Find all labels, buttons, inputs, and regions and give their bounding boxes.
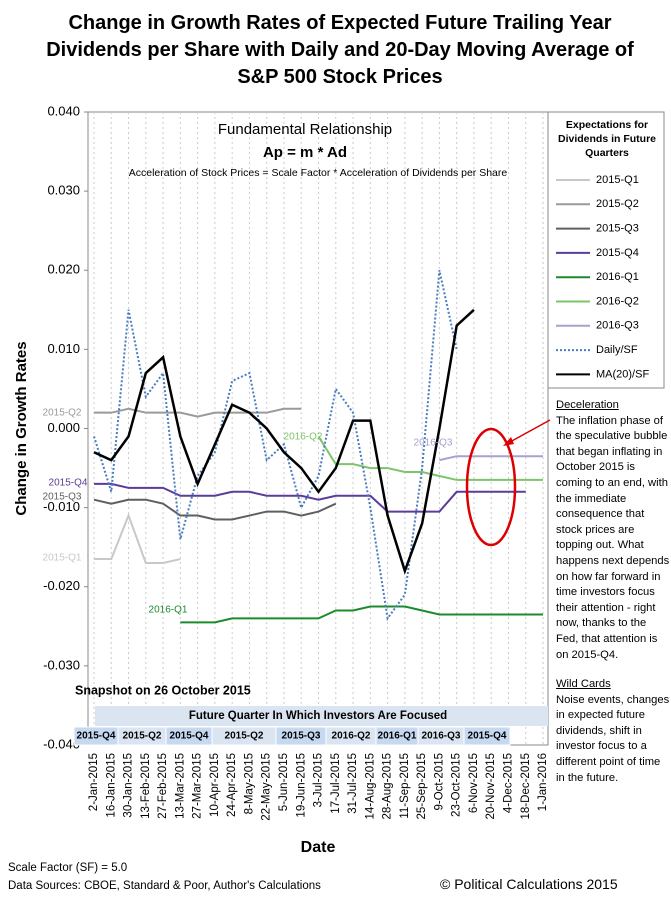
legend-label: 2015-Q4 — [596, 247, 639, 259]
series-inline-label: 2015-Q3 — [43, 492, 82, 503]
focus-title: Future Quarter In Which Investors Are Fo… — [189, 710, 447, 722]
sources: Data Sources: CBOE, Standard & Poor, Aut… — [8, 880, 321, 892]
y-tick-label: -0.030 — [43, 657, 80, 672]
box-text: Acceleration of Stock Prices = Scale Fac… — [129, 167, 508, 179]
x-tick-label: 5-Jun-2015 — [278, 753, 290, 811]
x-tick-label: 8-May-2015 — [243, 753, 255, 814]
series-inline-label: 2016-Q2 — [284, 432, 323, 443]
focus-quarter: 2015-Q4 — [468, 731, 507, 742]
x-tick-label: 24-Apr-2015 — [226, 753, 238, 817]
note: Deceleration The inflation phase of the s… — [556, 398, 670, 663]
focus-band — [95, 706, 548, 726]
note: Wild Cards Noise events, changes in expec… — [556, 677, 670, 786]
series-line — [94, 512, 181, 565]
x-tick-label: 13-Mar-2015 — [174, 753, 186, 819]
x-tick-label: 28-Aug-2015 — [382, 753, 394, 820]
x-tick-label: 30-Jan-2015 — [123, 753, 135, 818]
focus-quarter: 2016-Q2 — [332, 731, 371, 742]
x-tick-label: 16-Jan-2015 — [105, 753, 117, 818]
y-tick-label: 0.030 — [47, 183, 80, 198]
y-tick-label: 0.000 — [47, 420, 80, 435]
legend-label: 2016-Q1 — [596, 271, 639, 283]
x-tick-label: 6-Nov-2015 — [468, 753, 480, 813]
x-tick-label: 4-Dec-2015 — [503, 753, 515, 813]
series-line — [94, 482, 526, 513]
note-heading: Deceleration — [556, 399, 619, 411]
arrow — [509, 419, 551, 443]
x-tick-label: 14-Aug-2015 — [364, 753, 376, 820]
series-inline-label: 2015-Q2 — [43, 408, 82, 419]
focus-quarter: 2015-Q4 — [77, 731, 116, 742]
x-axis-label: Date — [301, 839, 336, 856]
series-line — [93, 270, 458, 621]
focus-cell — [463, 726, 511, 746]
x-tick-label: 22-May-2015 — [261, 753, 273, 821]
legend-label: 2015-Q2 — [596, 198, 639, 210]
x-tick-label: 17-Jul-2015 — [330, 753, 342, 814]
legend-label: 2016-Q3 — [596, 320, 639, 332]
series-inline-label: 2016-Q1 — [149, 605, 188, 616]
note-text: The inflation phase of the speculative b… — [556, 414, 670, 661]
legend-label: 2016-Q2 — [596, 295, 639, 307]
y-tick-label: 0.040 — [47, 103, 80, 118]
box-title: Fundamental Relationship — [218, 121, 392, 138]
legend-box — [547, 111, 665, 389]
chart-title: Change in Growth Rates of Expected Futur… — [46, 12, 634, 88]
note-heading: Wild Cards — [556, 678, 611, 691]
series-inline-label: 2015-Q1 — [43, 553, 82, 564]
x-tick-label: 1-Jan-2016 — [537, 753, 549, 811]
y-tick-label: 0.020 — [47, 262, 80, 277]
focus-quarter: 2015-Q2 — [225, 731, 264, 742]
x-tick-label: 25-Sep-2015 — [416, 753, 428, 820]
x-tick-label: 27-Mar-2015 — [192, 753, 204, 819]
x-tick-label: 31-Jul-2015 — [347, 753, 359, 814]
plot-area — [87, 111, 549, 746]
legend-label: 2015-Q1 — [596, 174, 639, 186]
series-line — [180, 605, 544, 624]
x-tick-label: 18-Dec-2015 — [520, 753, 532, 819]
focus-quarter: 2016-Q3 — [422, 731, 461, 742]
focus-quarter: 2015-Q2 — [123, 731, 162, 742]
x-tick-label: 13-Feb-2015 — [140, 753, 152, 819]
arrow-head — [503, 437, 514, 446]
box-formula: Ap = m * Ad — [263, 144, 347, 161]
y-tick-label: -0.010 — [43, 499, 80, 514]
series-inline-label: 2015-Q4 — [49, 478, 88, 489]
x-tick-label: 27-Feb-2015 — [157, 753, 169, 819]
scale-factor: Scale Factor (SF) = 5.0 — [8, 862, 128, 874]
snapshot: Snapshot on 26 October 2015 — [75, 683, 251, 697]
y-tick-label: -0.020 — [43, 578, 80, 593]
y-tick-label: -0.040 — [43, 736, 80, 751]
x-tick-label: 11-Sep-2015 — [399, 753, 411, 819]
series-inline-label: 2016-Q3 — [414, 438, 453, 449]
highlight-ellipse — [465, 427, 517, 547]
legend-title: Expectations for Dividends in Future Qua… — [557, 119, 656, 159]
credit: © Political Calculations 2015 — [440, 876, 618, 892]
legend-label: 2015-Q3 — [596, 223, 639, 235]
series-line — [94, 407, 302, 418]
x-tick-label: 20-Nov-2015 — [485, 753, 497, 819]
x-tick-label: 23-Oct-2015 — [451, 753, 463, 817]
series-line — [93, 498, 337, 521]
annotations: Deceleration The inflation phase of the s… — [556, 398, 670, 800]
focus-quarter: 2015-Q4 — [170, 731, 209, 742]
series-line — [93, 308, 475, 575]
series-line — [439, 455, 544, 462]
x-tick-label: 19-Jun-2015 — [295, 753, 307, 818]
focus-quarter: 2016-Q1 — [378, 731, 417, 742]
legend-label: MA(20)/SF — [596, 368, 649, 380]
y-axis-label: Change in Growth Rates — [13, 341, 30, 515]
legend-label: Daily/SF — [596, 344, 638, 356]
note-text: Noise events, changes in expected future… — [556, 693, 670, 784]
x-tick-label: 3-Jul-2015 — [313, 753, 325, 807]
x-tick-label: 2-Jan-2015 — [88, 753, 100, 811]
x-tick-label: 10-Apr-2015 — [209, 753, 221, 817]
y-tick-label: 0.010 — [47, 341, 80, 356]
focus-quarter: 2015-Q3 — [282, 731, 321, 742]
x-tick-label: 9-Oct-2015 — [433, 753, 445, 811]
